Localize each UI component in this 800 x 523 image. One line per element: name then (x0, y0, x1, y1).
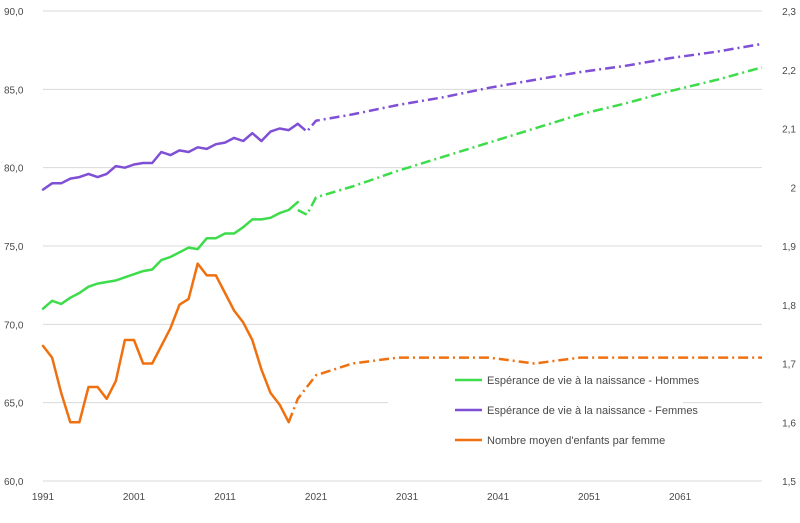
left-axis-tick: 65,0 (4, 399, 24, 410)
legend-background (388, 366, 683, 456)
legend-label: Espérance de vie à la naissance - Femmes (487, 405, 698, 417)
series-lines (41, 42, 763, 424)
series-1 (41, 66, 763, 310)
left-axis-tick: 70,0 (4, 320, 24, 331)
right-axis-tick: 2 (790, 183, 796, 194)
right-axis-tick: 1,8 (782, 301, 796, 312)
left-axis-tick: 60,0 (4, 477, 24, 488)
series-observed-line (41, 122, 300, 191)
right-axis-tick-labels: 1,5 1,6 1,7 1,8 1,9 2 2,1 2,2 2,3 (782, 7, 796, 488)
left-axis-tick: 90,0 (4, 7, 24, 18)
series-projection-line (297, 66, 763, 216)
x-axis-tick: 2061 (669, 492, 692, 503)
x-axis-tick: 2011 (214, 492, 236, 503)
x-axis-tick: 2041 (487, 492, 510, 503)
x-axis-tick: 2031 (396, 492, 419, 503)
series-observed-line (41, 200, 300, 310)
right-axis-tick: 1,5 (782, 477, 796, 488)
series-3 (41, 262, 762, 424)
left-axis-tick: 80,0 (4, 164, 24, 175)
right-axis-tick: 2,3 (782, 7, 796, 18)
gridlines (43, 10, 762, 482)
series-2 (41, 42, 763, 191)
right-axis-tick: 2,1 (782, 125, 796, 136)
x-axis-tick: 1991 (32, 492, 55, 503)
legend-label: Espérance de vie à la naissance - Hommes (487, 375, 700, 387)
legend-label: Nombre moyen d'enfants par femme (487, 435, 665, 447)
left-axis-tick: 75,0 (4, 242, 24, 253)
series-observed-line (41, 262, 290, 424)
series-projection-line (287, 356, 762, 423)
x-axis-tick: 2051 (578, 492, 601, 503)
right-axis-tick: 2,2 (782, 66, 796, 77)
right-axis-tick: 1,9 (782, 242, 796, 253)
x-axis-tick-labels: 1991 2001 2011 2021 2031 2041 2051 2061 (32, 492, 692, 503)
right-axis-tick: 1,7 (782, 360, 796, 371)
x-axis-tick: 2021 (305, 492, 328, 503)
right-axis-tick: 1,6 (782, 418, 796, 429)
legend: Espérance de vie à la naissance - Hommes… (388, 366, 700, 456)
left-axis-tick-labels: 60,0 65,0 70,0 75,0 80,0 85,0 90,0 (4, 7, 24, 488)
left-axis-tick: 85,0 (4, 85, 24, 96)
x-axis-tick: 2001 (123, 492, 146, 503)
series-projection-line (296, 42, 763, 133)
